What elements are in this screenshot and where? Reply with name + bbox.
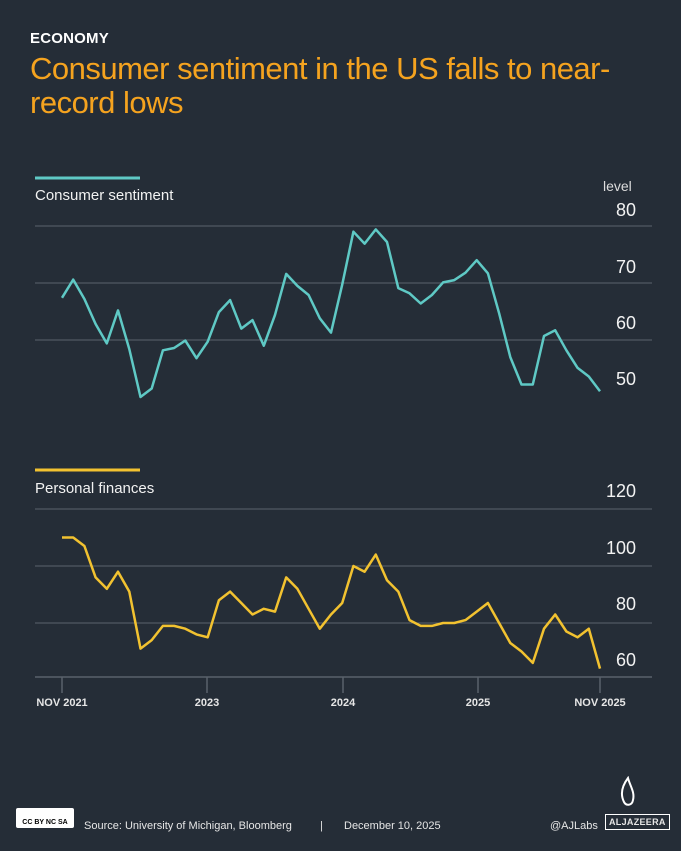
finances-panel-title: Personal finances	[35, 480, 155, 497]
x-tick-label: 2023	[194, 697, 220, 709]
x-tick-label: 2024	[330, 697, 356, 709]
y-tick-label: 60	[615, 313, 636, 333]
y-tick-label: 60	[615, 650, 636, 670]
y-tick-label: 120	[605, 481, 636, 501]
brand-wordmark: ALJAZEERA	[605, 814, 670, 830]
y-axis-unit: level	[603, 178, 632, 194]
x-tick-label: NOV 2025	[574, 697, 626, 709]
sentiment-panel-title: Consumer sentiment	[35, 187, 174, 204]
sentiment-line	[60, 228, 601, 399]
page-title: Consumer sentiment in the US falls to ne…	[30, 51, 610, 120]
x-tick-label: 2025	[465, 697, 491, 709]
y-tick-label: 80	[615, 594, 636, 614]
section-kicker: ECONOMY	[30, 30, 109, 47]
social-handle: @AJLabs	[550, 820, 598, 832]
creative-commons-license-icon: CC BY NC SA	[16, 808, 74, 828]
x-tick-label: NOV 2021	[36, 697, 88, 709]
publish-date: December 10, 2025	[344, 820, 441, 832]
y-tick-label: 80	[615, 200, 636, 220]
license-text: CC BY NC SA	[22, 819, 68, 826]
aljazeera-logo-icon	[608, 775, 648, 812]
y-tick-label: 50	[615, 369, 636, 389]
finances-line	[62, 536, 602, 669]
footer-separator: |	[320, 820, 323, 832]
y-tick-label: 70	[615, 257, 636, 277]
footer: CC BY NC SA Source: University of Michig…	[0, 775, 681, 838]
source-text: Source: University of Michigan, Bloomber…	[84, 820, 292, 832]
y-tick-label: 100	[605, 538, 636, 558]
